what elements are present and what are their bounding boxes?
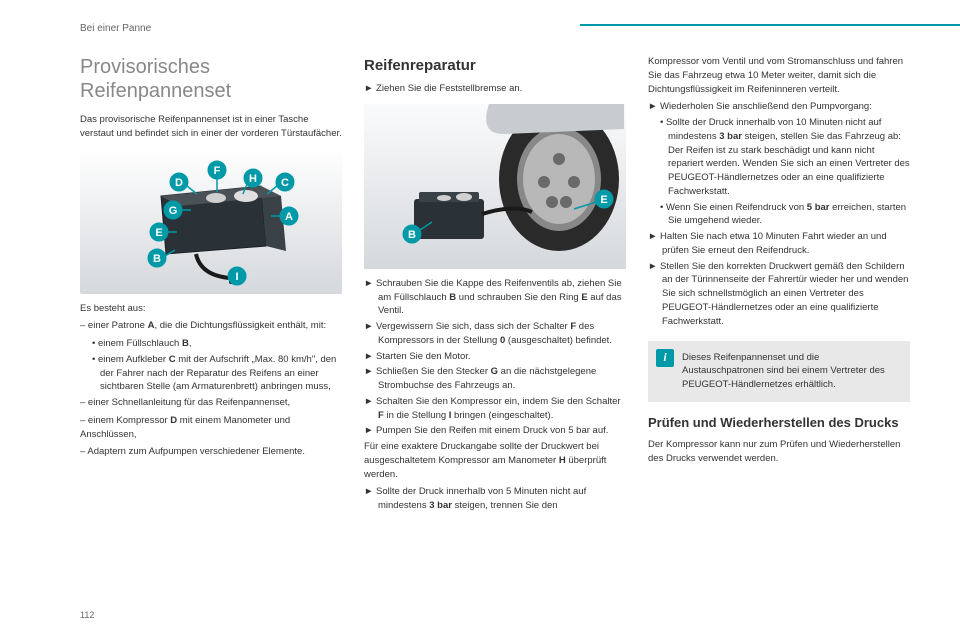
step-6: Schalten Sie den Kompressor ein, indem S… bbox=[364, 395, 626, 423]
column-2: Reifenreparatur Ziehen Sie die Feststell… bbox=[364, 55, 626, 515]
manometer-note: Für eine exaktere Druckangabe sollte der… bbox=[364, 440, 626, 481]
svg-text:C: C bbox=[281, 177, 289, 189]
section-title-2: Reifenreparatur bbox=[364, 55, 626, 76]
list-item-4: – Adaptern zum Aufpumpen verschiedener E… bbox=[80, 445, 342, 459]
list-item-2: – einer Schnellanleitung für das Reifenp… bbox=[80, 396, 342, 410]
step-2: Schrauben Sie die Kappe des Reifenventil… bbox=[364, 277, 626, 318]
column-1: Provisorisches Reifenpannenset Das provi… bbox=[80, 55, 342, 515]
step-4: Starten Sie den Motor. bbox=[364, 350, 626, 364]
svg-text:H: H bbox=[249, 173, 257, 185]
list-item-3: – einem Kompressor D mit einem Manometer… bbox=[80, 414, 342, 442]
continuation-text: Kompressor vom Ventil und vom Stromansch… bbox=[648, 55, 910, 96]
step-3: Vergewissern Sie sich, dass sich der Sch… bbox=[364, 320, 626, 348]
compressor-diagram: A B C D E F G H I bbox=[101, 149, 321, 286]
bullet-c3-2: Wenn Sie einen Reifendruck von 5 bar err… bbox=[648, 201, 910, 229]
page-number: 112 bbox=[80, 609, 94, 622]
svg-text:E: E bbox=[155, 227, 162, 239]
step-9: Wiederholen Sie anschließend den Pumpvor… bbox=[648, 100, 910, 114]
info-box: i Dieses Reifenpannenset und die Austaus… bbox=[648, 341, 910, 402]
info-icon: i bbox=[656, 349, 674, 367]
svg-text:E: E bbox=[600, 194, 607, 206]
bullet-c3-1: Sollte der Druck innerhalb von 10 Minute… bbox=[648, 116, 910, 199]
intro-text: Das provisorische Reifenpannenset ist in… bbox=[80, 113, 342, 141]
bullet-1: einem Füllschlauch B, bbox=[80, 337, 342, 351]
svg-text:F: F bbox=[214, 165, 221, 177]
info-text: Dieses Reifenpannenset und die Austausch… bbox=[682, 352, 885, 391]
content-columns: Provisorisches Reifenpannenset Das provi… bbox=[80, 55, 910, 515]
section-title-3: Prüfen und Wiederherstellen des Drucks bbox=[648, 414, 910, 432]
tire-diagram: B E bbox=[364, 104, 626, 269]
bullet-2: einem Aufkleber C mit der Aufschrift „Ma… bbox=[80, 353, 342, 394]
section-title-1: Provisorisches Reifenpannenset bbox=[80, 55, 342, 103]
step-10: Halten Sie nach etwa 10 Minuten Fahrt wi… bbox=[648, 230, 910, 258]
final-text: Der Kompressor kann nur zum Prüfen und W… bbox=[648, 438, 910, 466]
svg-text:A: A bbox=[285, 211, 293, 223]
step-11: Stellen Sie den korrekten Druckwert gemä… bbox=[648, 260, 910, 329]
column-3: Kompressor vom Ventil und vom Stromansch… bbox=[648, 55, 910, 515]
compressor-kit-image: A B C D E F G H I bbox=[80, 149, 342, 294]
step-7: Pumpen Sie den Reifen mit einem Druck vo… bbox=[364, 424, 626, 438]
svg-text:I: I bbox=[235, 271, 238, 283]
svg-text:D: D bbox=[175, 177, 183, 189]
page-header: Bei einer Panne bbox=[80, 22, 151, 36]
header-rule bbox=[580, 24, 960, 26]
step-5: Schließen Sie den Stecker G an die nächs… bbox=[364, 365, 626, 393]
svg-text:B: B bbox=[408, 229, 416, 241]
tire-repair-image: B E bbox=[364, 104, 626, 269]
svg-text:G: G bbox=[169, 205, 178, 217]
step-1: Ziehen Sie die Feststellbremse an. bbox=[364, 82, 626, 96]
svg-text:B: B bbox=[153, 253, 161, 265]
step-8: Sollte der Druck innerhalb von 5 Minuten… bbox=[364, 485, 626, 513]
list-item-1: – einer Patrone A, die die Dichtungsflüs… bbox=[80, 319, 342, 333]
besteht-aus: Es besteht aus: bbox=[80, 302, 342, 316]
